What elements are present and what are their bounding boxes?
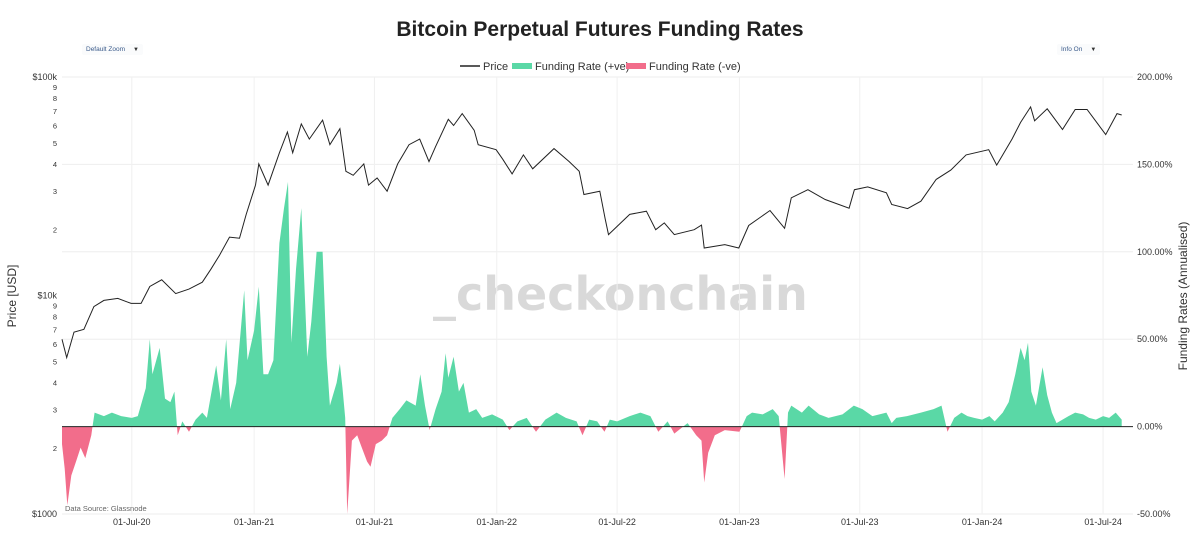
x-tick-label: 01-Jul-23 xyxy=(841,517,879,527)
y-left-tick-label: $10k xyxy=(37,291,57,301)
y-left-minor-tick-label: 7 xyxy=(53,107,57,116)
legend-label: Funding Rate (-ve) xyxy=(649,61,741,73)
y-left-minor-tick-label: 5 xyxy=(53,139,57,148)
x-tick-label: 01-Jul-20 xyxy=(113,517,151,527)
y-left-minor-tick-label: 4 xyxy=(53,160,57,169)
y-left-minor-tick-label: 7 xyxy=(53,325,57,334)
y-left-minor-tick-label: 3 xyxy=(53,406,57,415)
y-left-minor-tick-label: 6 xyxy=(53,340,57,349)
y-left-minor-tick-label: 2 xyxy=(53,444,57,453)
y-right-tick-label: -50.00% xyxy=(1137,509,1171,519)
legend-label: Price xyxy=(483,61,508,73)
y-left-tick-label: $100k xyxy=(32,72,57,82)
y-left-minor-tick-label: 9 xyxy=(53,83,57,92)
y-right-tick-label: 50.00% xyxy=(1137,334,1168,344)
funding-positive-area xyxy=(62,181,1122,427)
y-left-minor-tick-label: 9 xyxy=(53,301,57,310)
funding-negative-area xyxy=(62,426,1122,514)
grid-lines xyxy=(62,76,1133,515)
chart-title: Bitcoin Perpetual Futures Funding Rates xyxy=(396,18,804,41)
price-line-group xyxy=(61,105,1122,360)
data-source-text: Data Source: Glassnode xyxy=(65,504,147,513)
y-left-minor-tick-label: 8 xyxy=(53,313,57,322)
y-right-tick-label: 200.00% xyxy=(1137,72,1173,82)
x-tick-label: 01-Jul-22 xyxy=(598,517,636,527)
watermark-text: _checkonchain xyxy=(433,267,808,321)
x-tick-label: 01-Jan-24 xyxy=(962,517,1003,527)
legend-label: Funding Rate (+ve) xyxy=(535,61,629,73)
price-line xyxy=(61,105,1122,360)
info-dropdown-label: Info On xyxy=(1061,46,1083,53)
y-left-minor-tick-label: 5 xyxy=(53,357,57,366)
y-left-minor-tick-label: 4 xyxy=(53,378,57,387)
info-dropdown[interactable]: Info On ▼ xyxy=(1057,44,1101,55)
chevron-down-icon: ▼ xyxy=(1090,47,1097,53)
y-left-minor-tick-label: 2 xyxy=(53,226,57,235)
funding-areas xyxy=(62,181,1122,514)
y-right-tick-label: 0.00% xyxy=(1137,422,1163,432)
y-left-tick-label: $1000 xyxy=(32,509,57,519)
y-axis-right-title: Funding Rates (Annualised) xyxy=(1176,222,1190,371)
legend-item-1[interactable]: Funding Rate (+ve) xyxy=(512,61,629,73)
legend-item-2[interactable]: Funding Rate (-ve) xyxy=(626,61,741,73)
y-left-minor-tick-label: 8 xyxy=(53,94,57,103)
chevron-down-icon: ▼ xyxy=(133,47,139,53)
y-axis-left-title: Price [USD] xyxy=(5,265,19,328)
legend-item-0[interactable]: Price xyxy=(460,61,508,73)
x-tick-label: 01-Jan-21 xyxy=(234,517,275,527)
y-right-tick-label: 150.00% xyxy=(1137,159,1173,169)
zoom-dropdown[interactable]: Default Zoom ▼ xyxy=(82,44,143,55)
x-tick-label: 01-Jul-21 xyxy=(356,517,394,527)
x-tick-label: 01-Jan-23 xyxy=(719,517,760,527)
y-right-tick-label: 100.00% xyxy=(1137,247,1173,257)
legend[interactable]: Price Funding Rate (+ve) Funding Rate (-ve… xyxy=(460,61,741,73)
zoom-dropdown-label: Default Zoom xyxy=(86,46,126,53)
axes: 200.00% 150.00% 100.00% 50.00% 0.00% -50.00% 0… xyxy=(32,72,1173,527)
x-tick-label: 01-Jul-24 xyxy=(1084,517,1122,527)
x-tick-label: 01-Jan-22 xyxy=(477,517,518,527)
y-left-minor-tick-label: 3 xyxy=(53,187,57,196)
y-left-minor-tick-label: 6 xyxy=(53,121,57,130)
